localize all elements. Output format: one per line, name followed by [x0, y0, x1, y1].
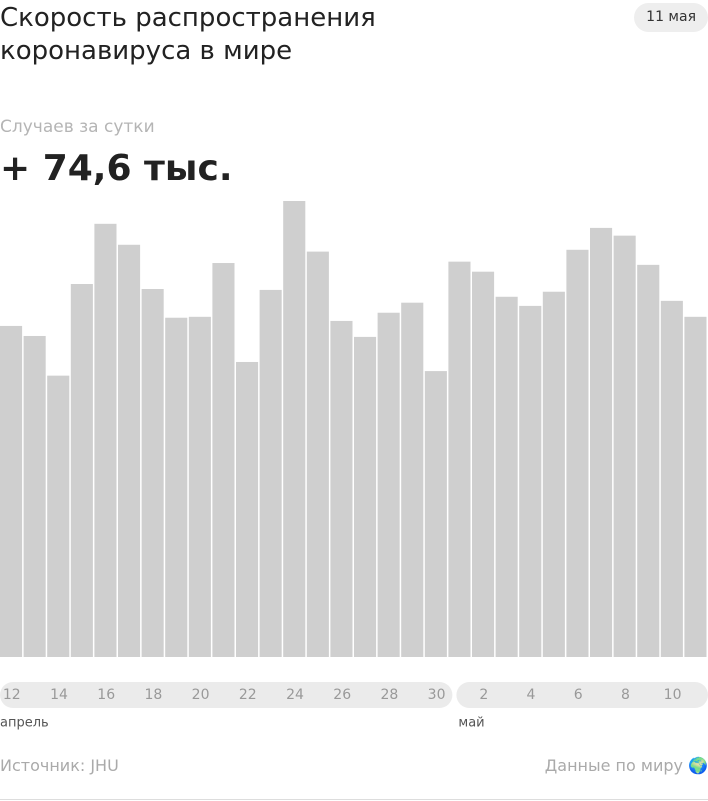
world-data-link[interactable]: Данные по миру 🌍	[544, 756, 708, 775]
bar	[165, 317, 188, 657]
bar	[212, 263, 235, 657]
bar	[0, 325, 23, 657]
bar	[519, 305, 542, 657]
bar	[495, 296, 518, 657]
bar	[542, 291, 565, 657]
x-tick-label: 26	[333, 687, 351, 703]
x-tick-label: 16	[97, 687, 115, 703]
axis-pill	[456, 682, 708, 708]
x-tick-label: 18	[144, 687, 162, 703]
date-badge: 11 мая	[634, 3, 708, 32]
x-tick-label: 4	[527, 687, 536, 703]
divider	[0, 799, 708, 800]
x-tick-label: 22	[239, 687, 257, 703]
x-tick-label: 2	[479, 687, 488, 703]
bar	[684, 316, 707, 657]
month-label: май	[458, 716, 484, 731]
bar	[354, 336, 377, 657]
source: Источник: JHU	[0, 756, 119, 775]
x-tick-label: 28	[380, 687, 398, 703]
headline: + 74,6 тыс.	[0, 148, 233, 189]
bar	[590, 227, 613, 658]
bar	[141, 289, 164, 657]
subtitle: Случаев за сутки	[0, 117, 155, 137]
bar	[188, 316, 211, 657]
bar	[377, 312, 400, 657]
x-tick-label: 10	[664, 687, 682, 703]
bar	[613, 235, 636, 657]
bar	[330, 320, 353, 657]
bar	[47, 375, 70, 657]
x-tick-label: 12	[3, 687, 21, 703]
bar	[424, 371, 447, 657]
bar	[637, 264, 660, 657]
bar	[566, 249, 589, 658]
chart-title: Скорость распространения коронавируса в …	[0, 3, 376, 66]
month-label: апрель	[0, 716, 49, 731]
bar	[283, 201, 306, 657]
x-tick-label: 8	[621, 687, 630, 703]
bar	[23, 335, 46, 657]
bar	[448, 261, 471, 657]
bar	[70, 283, 93, 657]
x-tick-label: 14	[50, 687, 68, 703]
bar	[660, 300, 683, 657]
bar	[401, 302, 424, 657]
bar	[472, 271, 495, 657]
axis-pill	[0, 682, 453, 708]
bar	[94, 223, 117, 658]
bar	[118, 244, 141, 657]
x-tick-label: 30	[428, 687, 446, 703]
x-tick-label: 6	[574, 687, 583, 703]
bar	[259, 289, 282, 657]
x-tick-label: 20	[192, 687, 210, 703]
x-tick-label: 24	[286, 687, 304, 703]
bar	[236, 361, 259, 657]
bar	[306, 251, 329, 657]
